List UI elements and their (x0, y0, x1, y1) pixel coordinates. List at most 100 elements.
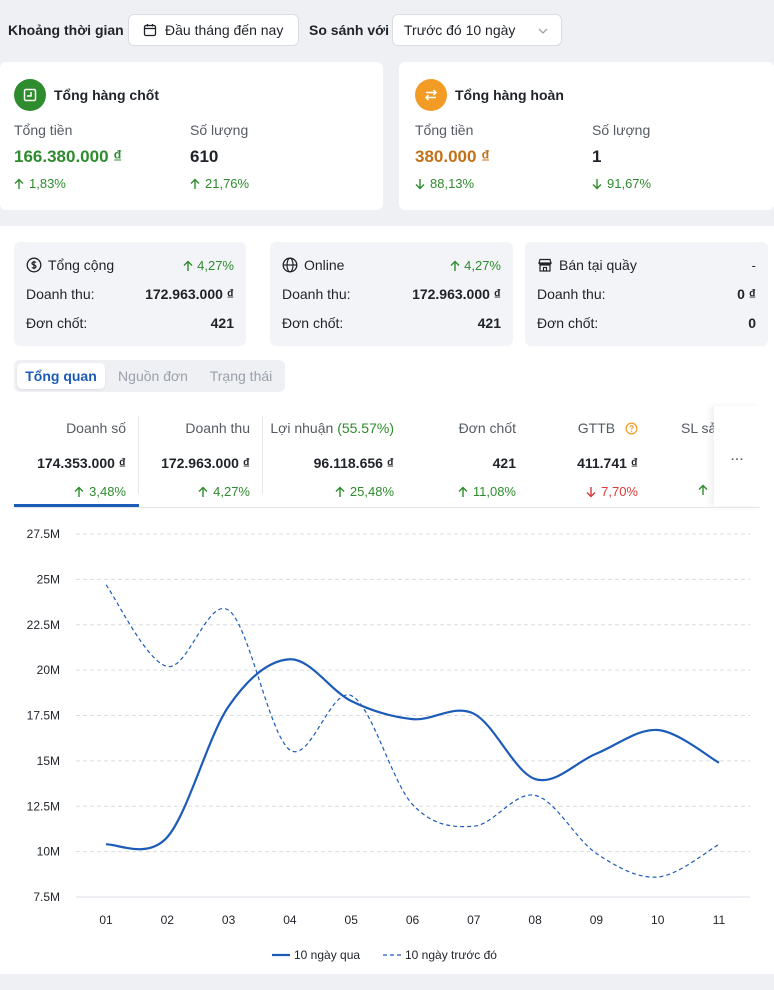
channel-head: Online (282, 257, 344, 273)
kpi-divider (262, 416, 263, 494)
channel-revenue-value: 172.963.000 ₫ (145, 286, 234, 302)
more-kpis-button[interactable]: ... (714, 406, 760, 506)
arrow-up-icon (335, 486, 345, 497)
globe-icon (282, 257, 298, 273)
store-icon (538, 258, 552, 272)
kpi-sales[interactable]: Doanh số 174.353.000 ₫ 3,48% (14, 416, 138, 499)
channel-card-store: Bán tại quầy - Doanh thu: 0 ₫ Đơn chốt: … (525, 242, 768, 346)
x-tick-label: 03 (222, 913, 236, 927)
y-tick-label: 7.5M (33, 890, 60, 904)
kpi-change (698, 484, 713, 496)
kpi-label: Lợi nhuận (55.57%) (270, 420, 394, 436)
series-line-previous (105, 584, 720, 878)
x-tick-label: 09 (590, 913, 604, 927)
kpi-change-value: 25,48% (349, 484, 394, 499)
kpi-profit[interactable]: Lợi nhuận (55.57%) 96.118.656 ₫ 25,48% (262, 416, 406, 499)
returned-total-change: 88,13% (415, 176, 474, 191)
channel-change-value: - (751, 258, 756, 273)
kpi-change-value: 4,27% (213, 484, 250, 499)
kpi-change-value: 7,70% (601, 484, 638, 499)
report-tabs: Tổng quan Nguồn đơn Trạng thái (14, 360, 285, 392)
revenue-line-chart: 7.5M 10M 12.5M 15M 17.5M 20M 22.5M 25M 27.5M 01 02… (27, 527, 750, 962)
y-tick-label: 22.5M (27, 618, 60, 632)
returned-qty-change-value: 91,67% (607, 176, 652, 191)
date-range-value: Đầu tháng đến nay (165, 22, 284, 38)
channel-orders-label: Đơn chốt: (26, 315, 88, 331)
kpi-change-value: 11,08% (472, 484, 516, 499)
x-tick-label: 07 (467, 913, 481, 927)
channel-change-value: 4,27% (464, 258, 501, 273)
dollar-icon (26, 257, 42, 273)
tab-overview[interactable]: Tổng quan (17, 363, 105, 389)
arrow-up-icon (14, 178, 24, 189)
returned-total-change-value: 88,13% (430, 176, 475, 191)
y-tick-label: 15M (37, 754, 60, 768)
calendar-icon (143, 24, 157, 37)
y-tick-label: 27.5M (27, 527, 60, 541)
kpi-profit-margin: (55.57%) (337, 420, 394, 436)
kpi-divider-line (14, 507, 760, 508)
channel-orders-label: Đơn chốt: (537, 315, 599, 331)
channel-orders-value: 0 (748, 315, 756, 331)
tab-order-source[interactable]: Nguồn đơn (118, 368, 188, 384)
kpi-label-text: GTTB (577, 420, 616, 436)
kpi-change: 11,08% (458, 484, 516, 499)
channel-revenue-label: Doanh thu: (26, 286, 95, 302)
closed-total-change: 1,83% (14, 176, 66, 191)
kpi-average-order[interactable]: GTTB 411.741 ₫ 7,70% (528, 416, 650, 499)
channel-revenue-value: 0 ₫ (737, 286, 756, 302)
legend-label-previous: 10 ngày trước đó (405, 948, 497, 962)
channel-orders-label: Đơn chốt: (282, 315, 344, 331)
arrow-down-icon (586, 486, 596, 497)
kpi-value: 174.353.000 ₫ (37, 455, 126, 471)
channel-revenue-label: Doanh thu: (282, 286, 351, 302)
returned-total-value: 380.000 ₫ (415, 147, 490, 166)
closed-total-label: Tổng tiền (14, 122, 73, 138)
channel-orders-value: 421 (477, 315, 501, 331)
kpi-value: 96.118.656 ₫ (313, 455, 394, 471)
kpi-product-qty[interactable]: SL sản (668, 416, 714, 496)
x-tick-label: 08 (528, 913, 542, 927)
kpi-label: Doanh thu (185, 420, 250, 436)
kpi-divider (138, 416, 139, 494)
x-tick-label: 10 (651, 913, 665, 927)
kpi-value: 421 (492, 455, 516, 471)
returned-qty-change: 91,67% (592, 176, 651, 191)
channel-revenue-value: 172.963.000 ₫ (412, 286, 501, 302)
y-tick-label: 17.5M (27, 709, 60, 723)
returned-qty-label: Số lượng (592, 122, 651, 138)
y-tick-label: 25M (37, 572, 60, 586)
date-range-button[interactable]: Đầu tháng đến nay (128, 14, 299, 46)
closed-orders-icon (14, 79, 46, 111)
closed-qty-value: 610 (190, 147, 219, 166)
filter-bar: Khoảng thời gian Đầu tháng đến nay So sá… (0, 0, 774, 62)
x-tick-label: 04 (283, 913, 297, 927)
arrow-down-icon (415, 178, 425, 189)
channel-orders-value: 421 (210, 315, 234, 331)
arrow-up-icon (458, 486, 468, 497)
channel-card-online: Online 4,27% Doanh thu: 172.963.000 ₫ Đơ… (270, 242, 513, 346)
channel-change: 4,27% (450, 258, 501, 273)
y-tick-label: 10M (37, 845, 60, 859)
tab-status[interactable]: Trạng thái (209, 368, 273, 384)
closed-qty-change-value: 21,76% (205, 176, 250, 191)
period-label: Khoảng thời gian (8, 22, 124, 38)
returned-total-label: Tổng tiền (415, 122, 474, 138)
channel-card-total: Tổng cộng 4,27% Doanh thu: 172.963.000 ₫… (14, 242, 246, 346)
channel-name: Online (304, 257, 345, 273)
kpi-closed-orders[interactable]: Đơn chốt 421 11,08% (406, 416, 528, 499)
kpi-label: SL sản (681, 420, 714, 436)
arrow-up-icon (698, 484, 708, 495)
channel-head: Bán tại quầy (537, 257, 637, 273)
channel-head: Tổng cộng (26, 257, 114, 273)
kpi-change: 7,70% (586, 484, 638, 499)
returned-qty-value: 1 (592, 147, 602, 166)
compare-select[interactable]: Trước đó 10 ngày (392, 14, 562, 46)
kpi-revenue[interactable]: Doanh thu 172.963.000 ₫ 4,27% (138, 416, 262, 499)
kpi-strip: Doanh số 174.353.000 ₫ 3,48% Doanh thu 1… (14, 406, 714, 506)
arrow-up-icon (190, 178, 200, 189)
closed-total-value: 166.380.000 ₫ (14, 147, 122, 166)
help-icon[interactable] (625, 422, 638, 435)
kpi-label: GTTB (578, 420, 638, 436)
y-tick-label: 20M (37, 663, 60, 677)
